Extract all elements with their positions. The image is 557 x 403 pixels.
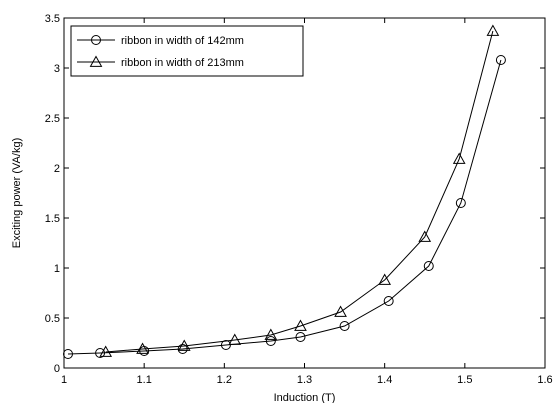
series-1-point (177, 344, 188, 354)
y-axis-title: Exciting power (VA/kg) (11, 138, 23, 248)
series-1-point (265, 336, 276, 346)
y-tick-label: 0 (54, 363, 60, 375)
x-tick-label: 1 (61, 374, 67, 386)
x-tick-label: 1.3 (297, 374, 312, 386)
series-2-point (99, 345, 113, 357)
series-2-point (334, 305, 347, 317)
series-1-point (495, 55, 506, 65)
series-1-point (423, 261, 434, 271)
series-2-point (264, 328, 278, 340)
series-2-point (452, 152, 466, 164)
series-2-point (418, 230, 432, 242)
x-tick-label: 1.1 (137, 374, 152, 386)
y-tick-label: 1.5 (45, 213, 60, 225)
legend-marker (91, 35, 101, 45)
x-tick-label: 1.2 (217, 374, 232, 386)
y-tick-label: 3 (54, 63, 60, 75)
legend-box (70, 25, 304, 77)
y-tick-label: 2.5 (45, 113, 60, 125)
series-1-point (220, 340, 231, 350)
y-tick-label: 2 (54, 163, 60, 175)
series-2-point (294, 319, 307, 331)
y-tick-label: 1 (54, 263, 60, 275)
series-2-point (228, 333, 242, 345)
series-1-point (383, 296, 394, 306)
series-1-point (339, 321, 350, 331)
legend-entry: ribbon in width of 213mm (121, 57, 244, 69)
y-tick-label: 3.5 (45, 13, 60, 25)
series-2-point (136, 342, 149, 354)
series-2-line (105, 30, 494, 353)
series-1-point (295, 332, 306, 342)
series-2-point (177, 339, 191, 351)
x-tick-label: 1.4 (377, 374, 392, 386)
series-1-line (67, 59, 502, 355)
series-1 (63, 55, 506, 359)
series-2-point (378, 273, 392, 285)
legend-entry: ribbon in width of 142mm (121, 35, 244, 47)
series-1-point (455, 198, 466, 208)
x-tick-label: 1.5 (457, 374, 472, 386)
series-1-point (63, 349, 74, 359)
series-2-point (486, 24, 500, 36)
ticks: 1 1.1 1.2 1.3 1.4 1.5 1.6 0 0.5 1 1.5 2 2.5 3 3.5 (45, 13, 553, 386)
legend-marker (89, 55, 103, 67)
series-1-point (95, 348, 106, 358)
x-axis-title: Induction (T) (274, 392, 336, 403)
legend: ribbon in width of 142mm ribbon in width … (70, 25, 304, 77)
y-tick-label: 0.5 (45, 313, 60, 325)
series-layer (63, 24, 506, 359)
series-2 (99, 24, 500, 357)
x-tick-label: 1.6 (537, 374, 552, 386)
